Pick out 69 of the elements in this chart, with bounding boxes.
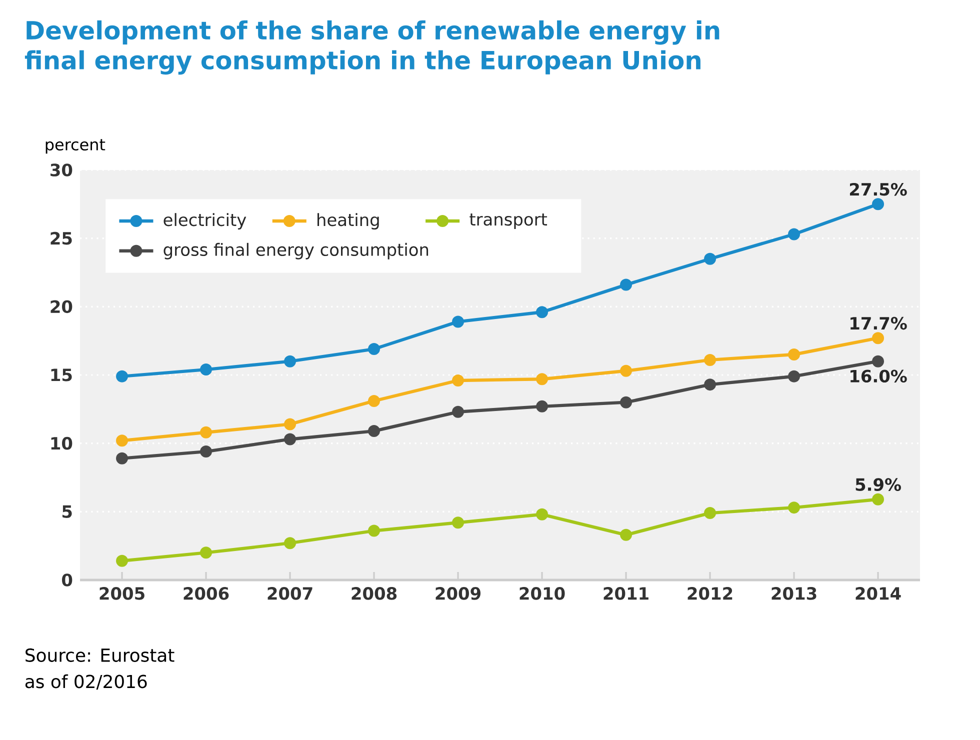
point [872,332,884,344]
point [116,434,128,447]
point [452,516,464,529]
point [788,502,800,514]
y-tick-label: 5 [62,505,72,518]
data-label: 27.5% [850,182,907,196]
legend-label: gross final energy consumption [164,242,428,260]
point [368,425,380,438]
x-tick-label: 2014 [856,587,901,600]
point [116,452,128,464]
point [620,396,632,408]
point [116,554,128,567]
y-tick-label: 0 [62,574,72,586]
point [284,355,296,368]
point [452,374,464,386]
x-tick-label: 2005 [100,587,144,600]
x-tick-label: 2010 [520,587,565,600]
data-label: 16.0% [850,370,907,383]
point [620,528,632,541]
point [452,316,464,328]
point [872,493,884,506]
point [536,400,548,412]
point [704,354,716,366]
legend-label: electricity [164,213,246,230]
data-label: 17.7% [850,316,907,330]
y-tick-label: 20 [50,300,72,314]
point [200,546,212,559]
x-tick-label: 2006 [184,587,229,600]
point [620,278,632,291]
y-tick-label: 10 [51,436,72,450]
point [368,343,380,356]
point [788,348,800,360]
point [536,508,548,520]
chart-title: Development of the share of renewable energy in final energy consumption in the European Union [24,20,720,75]
x-tick-label: 2013 [772,587,816,600]
point [116,370,128,382]
point [284,537,296,550]
source-note: Source: Eurostat [26,648,174,662]
point [200,364,212,376]
point [620,364,632,377]
y-tick-label: 25 [50,232,72,245]
point [284,418,296,430]
point [704,252,716,265]
y-tick-label: 30 [50,164,72,176]
point [368,394,380,407]
point [872,355,884,368]
text: as of 02/2016 [25,674,147,690]
point [452,406,464,418]
legend-label: transport [470,214,548,229]
x-tick-label: 2008 [352,587,397,600]
point [200,426,212,438]
point [368,524,380,537]
point [704,378,716,391]
y-axis-title: percent [46,139,106,154]
point [536,373,548,386]
point [284,433,296,446]
point [536,306,548,318]
point [704,507,716,520]
point [788,370,800,382]
legend-label: heating [318,213,379,230]
point [872,198,884,210]
x-tick-label: 2011 [604,587,648,600]
point [788,228,800,240]
y-tick-label: 15 [51,368,72,382]
data-label: 5.9% [856,478,901,491]
x-tick-label: 2007 [268,587,312,600]
x-tick-label: 2009 [436,587,480,600]
x-tick-label: 2012 [688,587,732,600]
point [200,446,212,458]
